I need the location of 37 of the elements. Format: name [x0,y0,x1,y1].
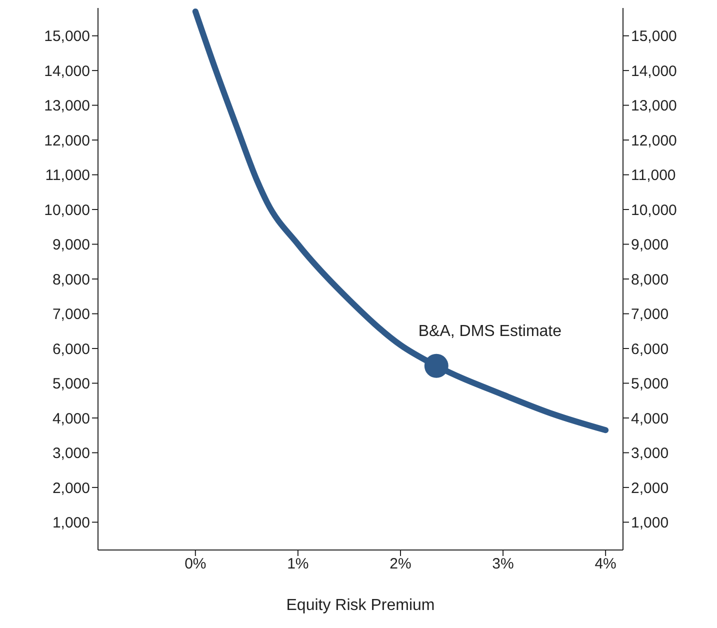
y-tick-label: 1,000 [52,514,90,532]
y2-tick-label: 14,000 [631,62,677,80]
y-tick-label: 14,000 [44,62,90,80]
y2-tick-label: 3,000 [631,445,669,462]
y2-tick-label: 6,000 [631,340,669,358]
y-tick-label: 3,000 [52,445,90,462]
y2-tick-label: 5,000 [631,376,669,393]
x-tick-label: 1% [287,556,309,573]
y2-tick-label: 1,000 [631,514,669,532]
y-tick-label: 9,000 [52,236,90,254]
y-tick-label: 2,000 [52,480,90,497]
x-tick-label: 3% [492,556,514,573]
y-tick-label: 8,000 [52,271,90,288]
y-tick-label: 10,000 [44,202,90,219]
y-tick-label: 4,000 [52,410,90,428]
y2-tick-label: 7,000 [631,306,669,324]
y2-tick-label: 9,000 [631,236,669,254]
y-tick-label: 7,000 [52,306,90,324]
y2-tick-label: 13,000 [631,98,677,115]
y-tick-label: 15,000 [44,28,90,46]
y-tick-label: 13,000 [44,98,90,115]
y2-tick-label: 12,000 [631,132,677,150]
y-tick-label: 5,000 [52,376,90,393]
y2-tick-label: 8,000 [631,271,669,288]
x-tick-label: 4% [594,556,616,573]
x-tick-label: 0% [184,556,206,573]
y-tick-label: 11,000 [45,167,90,184]
y2-tick-label: 10,000 [631,202,677,219]
x-axis-title: Equity Risk Premium [286,597,435,614]
x-tick-label: 2% [390,556,412,573]
y-tick-label: 12,000 [44,132,90,150]
y2-tick-label: 11,000 [631,167,676,184]
y2-tick-label: 2,000 [631,480,669,497]
y-tick-label: 6,000 [52,340,90,358]
annotation: B&A, DMS Estimate [418,322,562,340]
y2-tick-label: 15,000 [631,28,677,46]
y2-tick-label: 4,000 [631,410,669,428]
